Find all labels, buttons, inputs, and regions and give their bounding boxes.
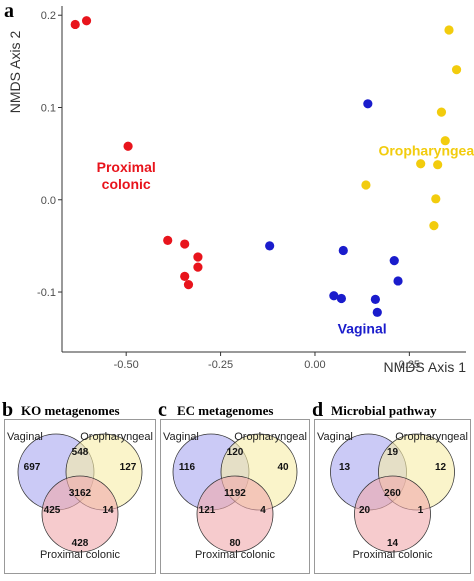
venn-value-abc: 260	[384, 488, 401, 499]
point-vaginal	[370, 294, 380, 305]
venn-value-a_only: 116	[179, 462, 196, 473]
point-oropharyngeal	[451, 65, 462, 75]
venn-circle-proximal-colonic	[354, 475, 431, 553]
point-oropharyngeal	[361, 180, 371, 190]
y-tick-label: 0.2	[41, 10, 56, 22]
venn-value-ac: 20	[359, 505, 371, 516]
nmds-scatter-panel: a -0.50 -0.25 0.00 0.25 -0.1 0.0 0.1 0.2 Proxim…	[4, 0, 474, 375]
venn-value-abc: 3162	[69, 488, 92, 499]
point-proximal-colonic	[81, 16, 92, 26]
venn-panels: b KO metagenomes Vaginal Oropharyngeal Proxi…	[2, 399, 471, 574]
venn-value-ab: 548	[72, 447, 89, 458]
point-proximal-colonic	[193, 262, 203, 272]
panel-letter-b: b	[2, 399, 13, 421]
venn-value-ac: 121	[199, 505, 216, 516]
panel-letter-c: c	[158, 399, 167, 421]
scatter-series-labels: Proximal colonic Vaginal Oropharyngeal	[97, 142, 474, 336]
venn-value-c_only: 428	[72, 538, 89, 549]
venn-value-c_only: 80	[229, 538, 241, 549]
venn-panel-d: d Microbial pathway Vaginal Oropharyngeal Pr…	[312, 399, 471, 574]
x-axis-label: NMDS Axis 1	[384, 359, 467, 375]
venn-label-proximal-colonic: Proximal colonic	[352, 549, 433, 561]
venn-label-vaginal: Vaginal	[317, 431, 353, 443]
series-label-proximal-colonic: Proximal colonic	[97, 159, 156, 192]
venn-value-a_only: 13	[339, 462, 351, 473]
venn-value-b_only: 40	[277, 462, 289, 473]
scatter-ticks: -0.50 -0.25 0.00 0.25 -0.1 0.0 0.1 0.2	[37, 10, 420, 371]
point-proximal-colonic	[163, 235, 173, 245]
y-tick-label: 0.0	[41, 195, 56, 207]
panel-letter-d: d	[312, 399, 323, 421]
scatter-points	[70, 16, 462, 317]
venn-frame	[314, 419, 471, 574]
x-tick-label: 0.25	[399, 359, 420, 371]
y-axis-label: NMDS Axis 2	[7, 31, 23, 114]
venn-label-proximal-colonic: Proximal colonic	[40, 549, 121, 561]
point-oropharyngeal	[431, 194, 441, 204]
point-vaginal	[338, 245, 348, 256]
point-oropharyngeal	[444, 25, 454, 35]
point-oropharyngeal	[433, 160, 443, 170]
venn-label-vaginal: Vaginal	[7, 431, 43, 443]
x-tick-label: 0.00	[304, 359, 325, 371]
point-oropharyngeal	[429, 220, 439, 231]
point-oropharyngeal	[436, 107, 447, 117]
point-vaginal	[336, 293, 347, 304]
series-label-vaginal: Vaginal	[338, 321, 387, 337]
venn-label-vaginal: Vaginal	[163, 431, 199, 443]
venn-title: EC metagenomes	[177, 403, 273, 418]
venn-label-oropharyngeal: Oropharyngeal	[395, 431, 468, 443]
panel-letter-a: a	[4, 0, 14, 22]
point-proximal-colonic	[70, 19, 80, 30]
venn-circle-proximal-colonic	[196, 475, 274, 553]
venn-circle-proximal-colonic	[41, 475, 119, 553]
venn-title: Microbial pathway	[331, 403, 437, 418]
y-tick-label: 0.1	[41, 102, 56, 114]
point-vaginal	[265, 241, 275, 251]
point-vaginal	[372, 307, 382, 317]
point-vaginal	[393, 276, 403, 286]
venn-value-c_only: 14	[387, 538, 399, 549]
venn-frame	[160, 419, 310, 574]
venn-value-b_only: 12	[435, 462, 447, 473]
venn-value-bc: 14	[102, 505, 114, 516]
point-proximal-colonic	[183, 280, 194, 290]
venn-label-oropharyngeal: Oropharyngeal	[234, 431, 307, 443]
point-proximal-colonic	[123, 141, 133, 151]
x-tick-label: -0.50	[114, 359, 139, 371]
venn-value-ab: 120	[227, 447, 244, 458]
y-tick-label: -0.1	[37, 287, 56, 299]
venn-value-ab: 19	[387, 447, 399, 458]
x-tick-label: -0.25	[208, 359, 233, 371]
venn-label-oropharyngeal: Oropharyngeal	[80, 431, 153, 443]
venn-frame	[4, 419, 156, 574]
venn-label-proximal-colonic: Proximal colonic	[195, 549, 276, 561]
point-vaginal	[363, 99, 373, 109]
venn-title: KO metagenomes	[21, 403, 120, 418]
venn-value-bc: 4	[260, 505, 266, 516]
venn-value-ac: 425	[44, 505, 61, 516]
venn-value-bc: 1	[418, 505, 424, 516]
venn-panel-c: c EC metagenomes Vaginal Oropharyngeal Proxi…	[158, 399, 310, 574]
scatter-axes	[61, 6, 466, 353]
point-proximal-colonic	[180, 271, 190, 281]
point-proximal-colonic	[193, 252, 203, 262]
venn-value-b_only: 127	[120, 462, 137, 473]
venn-panel-b: b KO metagenomes Vaginal Oropharyngeal Proxi…	[2, 399, 156, 574]
venn-value-a_only: 697	[24, 462, 41, 473]
point-proximal-colonic	[180, 239, 190, 249]
point-oropharyngeal	[416, 159, 426, 169]
point-vaginal	[389, 256, 399, 266]
series-label-oropharyngeal: Oropharyngeal	[378, 142, 474, 158]
point-oropharyngeal	[440, 136, 450, 146]
venn-value-abc: 1192	[224, 488, 246, 499]
point-vaginal	[329, 291, 339, 301]
